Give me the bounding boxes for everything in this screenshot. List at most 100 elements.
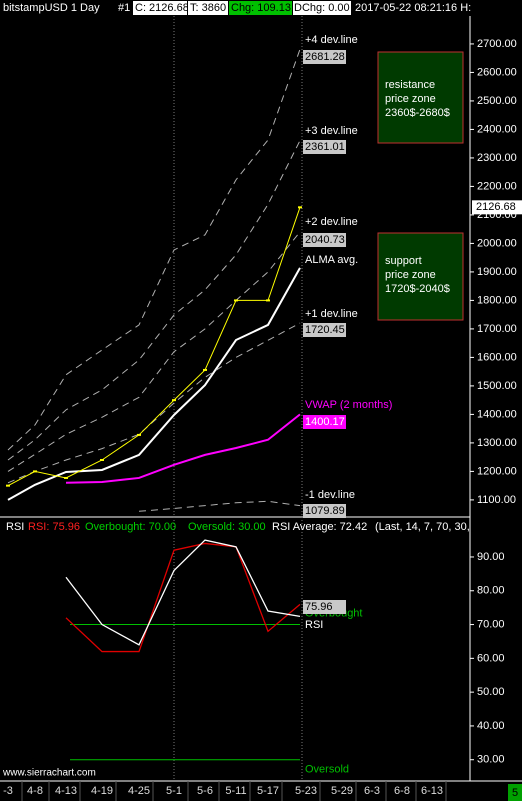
series-label: -1 dev.line	[305, 489, 355, 501]
series-line	[7, 267, 301, 501]
y-tick-label: 2600.00	[477, 66, 517, 78]
trades-box	[188, 1, 228, 15]
value-label: 2681.28	[305, 51, 345, 63]
study-status: RSI Average: 72.42	[272, 521, 367, 533]
zone-text: price zone	[385, 269, 436, 281]
value-label: 1079.89	[305, 505, 345, 517]
study-status: Overbought: 70.00	[85, 521, 176, 533]
value-label: 75.96	[305, 601, 333, 613]
y-tick-label: 1800.00	[477, 294, 517, 306]
last-price-box	[472, 200, 522, 215]
close-box	[133, 1, 187, 15]
y-tick-label: 70.00	[477, 618, 505, 630]
x-tick-label: 5-11	[225, 785, 246, 797]
y-tick-label: 90.00	[477, 551, 505, 563]
y-tick-label: 2700.00	[477, 38, 517, 50]
y-tick-label: 2500.00	[477, 95, 517, 107]
series-label: RSI	[305, 619, 323, 631]
support-zone	[377, 232, 464, 321]
daily-change: DChg: 0.00	[294, 2, 350, 14]
page-number: 5	[512, 787, 518, 799]
y-tick-label: 2000.00	[477, 237, 517, 249]
value-label: 2361.01	[305, 141, 345, 153]
value-box	[303, 233, 346, 247]
y-tick-label: 1500.00	[477, 380, 517, 392]
y-tick-label: 1600.00	[477, 351, 517, 363]
series-line	[65, 413, 301, 484]
price-line	[7, 207, 301, 487]
y-tick-label: 1900.00	[477, 266, 517, 278]
value-box	[303, 600, 346, 614]
x-tick-label: -3	[3, 785, 13, 797]
x-tick-label: 5-1	[166, 785, 182, 797]
series-line	[65, 539, 301, 646]
series-label: ALMA avg.	[305, 254, 358, 266]
series-line	[7, 322, 301, 484]
x-tick-label: 4-8	[27, 785, 43, 797]
daily-change-box	[293, 1, 351, 15]
x-tick-label: 5-17	[257, 785, 279, 797]
y-tick-label: 1700.00	[477, 323, 517, 335]
y-tick-label: 1400.00	[477, 408, 517, 420]
resistance-zone	[377, 51, 464, 144]
value-label: 1400.17	[305, 416, 345, 428]
zone-text: price zone	[385, 93, 436, 105]
value-box	[303, 140, 346, 154]
y-tick-label: 2200.00	[477, 180, 517, 192]
last-price-label: 2126.68	[476, 201, 516, 213]
study-status: Oversold: 30.00	[188, 521, 266, 533]
value-label: 2040.73	[305, 234, 345, 246]
value-box	[303, 504, 346, 518]
y-tick-label: 30.00	[477, 754, 505, 766]
trades: T: 3860	[190, 2, 226, 14]
study-status: RSI: 75.96	[28, 521, 80, 533]
y-tick-label: 50.00	[477, 686, 505, 698]
y-tick-label: 2300.00	[477, 152, 517, 164]
value-box	[303, 415, 346, 429]
close: C: 2126.68	[135, 2, 189, 14]
series-label: +2 dev.line	[305, 216, 358, 228]
zone-text: support	[385, 255, 422, 267]
value-label: 1720.45	[305, 324, 345, 336]
chart-number: #1	[118, 2, 130, 14]
y-tick-label: 2400.00	[477, 123, 517, 135]
level-label: Oversold	[305, 764, 349, 776]
x-tick-label: 6-13	[421, 785, 443, 797]
value-box	[303, 323, 346, 337]
y-tick-label: 1300.00	[477, 437, 517, 449]
study-name: RSI	[6, 521, 24, 533]
x-tick-label: 5-23	[295, 785, 317, 797]
y-tick-label: 60.00	[477, 652, 505, 664]
y-tick-label: 1200.00	[477, 465, 517, 477]
series-line	[138, 500, 301, 512]
change: Chg: 109.13	[231, 2, 291, 14]
series-line	[7, 231, 301, 472]
value-box	[303, 50, 346, 64]
zone-text: 1720$-2040$	[385, 283, 450, 295]
x-tick-label: 4-13	[55, 785, 77, 797]
zone-text: resistance	[385, 79, 435, 91]
x-tick-label: 4-19	[91, 785, 113, 797]
x-tick-label: 5-6	[197, 785, 213, 797]
series-label: VWAP (2 months)	[305, 399, 392, 411]
watermark: www.sierrachart.com	[2, 768, 96, 779]
series-label: +4 dev.line	[305, 34, 358, 46]
series-line	[65, 542, 301, 653]
change-box	[229, 1, 292, 15]
y-tick-label: 1100.00	[477, 494, 516, 506]
series-line	[7, 49, 301, 451]
x-tick-label: 6-8	[394, 785, 410, 797]
x-tick-label: 5-29	[331, 785, 353, 797]
timestamp: 2017-05-22 08:21:16 H:	[355, 2, 471, 14]
x-tick-label: 6-3	[364, 785, 380, 797]
y-tick-label: 40.00	[477, 720, 505, 732]
symbol: bitstampUSD 1 Day	[3, 2, 100, 14]
page-box	[508, 784, 522, 801]
study-status: (Last, 14, 7, 70, 30,	[375, 521, 470, 533]
series-label: +1 dev.line	[305, 308, 358, 320]
zone-text: 2360$-2680$	[385, 107, 450, 119]
y-tick-label: 80.00	[477, 585, 505, 597]
x-tick-label: 4-25	[128, 785, 150, 797]
series-label: +3 dev.line	[305, 125, 358, 137]
